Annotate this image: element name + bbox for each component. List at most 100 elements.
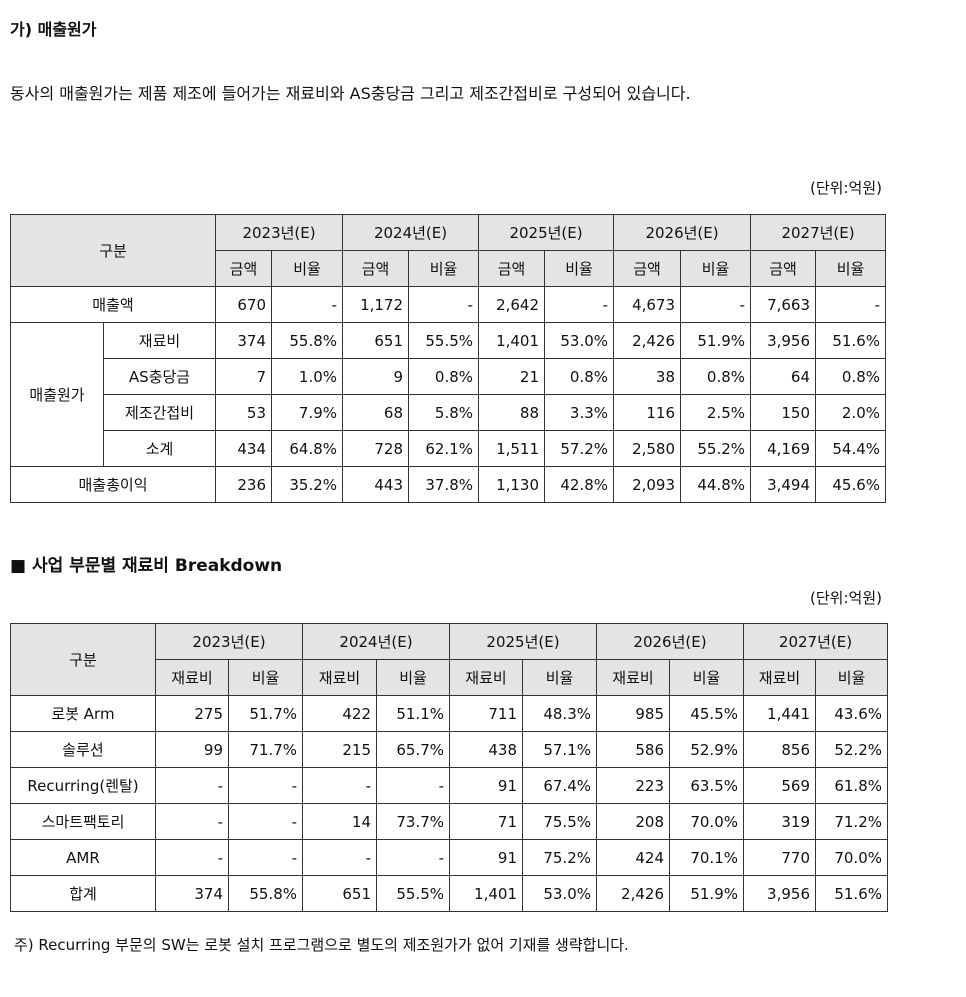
sub-header: 비율: [271, 250, 344, 287]
sub-header: 비율: [680, 250, 752, 287]
cell: -: [155, 767, 229, 804]
cell: 64: [750, 358, 817, 395]
cell: 1,401: [478, 322, 546, 359]
cell: 422: [302, 695, 377, 732]
unit-label: (단위:억원): [810, 589, 882, 607]
cell: 985: [596, 695, 670, 732]
year-header: 2023년(E): [215, 214, 344, 251]
sub-header: 금액: [215, 250, 273, 287]
cell: -: [408, 286, 480, 323]
sub-header: 비율: [669, 659, 744, 696]
row-label: 매출액: [9, 286, 217, 323]
cell: 2.5%: [680, 394, 752, 431]
cell: 0.8%: [408, 358, 480, 395]
row-label: AS충당금: [102, 358, 217, 395]
cell: 48.3%: [522, 695, 597, 732]
cell: 55.5%: [376, 875, 450, 912]
row-label: 제조간접비: [102, 394, 217, 431]
cell: 236: [215, 466, 273, 503]
cell: -: [544, 286, 615, 323]
cell: 150: [750, 394, 817, 431]
cell: 35.2%: [271, 466, 344, 503]
cell: -: [228, 767, 303, 804]
cell: 374: [215, 322, 273, 359]
cost-table: 구분 2023년(E) 2024년(E) 2025년(E) 2026년(E) 2027년(…: [9, 214, 887, 503]
row-label: 합계: [10, 875, 156, 912]
cell: 45.6%: [815, 466, 887, 503]
cell: 223: [596, 767, 670, 804]
cell: 4,673: [613, 286, 682, 323]
row: Recurring(렌탈) - - - -91 67.4% 223 63.5% 569 61.8%: [10, 767, 888, 804]
header-cell: 구분: [9, 214, 217, 287]
cell: 51.6%: [815, 875, 888, 912]
cell: 116: [613, 394, 682, 431]
cell: 88: [478, 394, 546, 431]
cell: 70.1%: [669, 839, 744, 876]
cell: 2,642: [478, 286, 546, 323]
cell: 711: [449, 695, 523, 732]
cell: 70.0%: [669, 803, 744, 840]
cell: 65.7%: [376, 731, 450, 768]
row-label: Recurring(렌탈): [10, 767, 156, 804]
year-header: 2027년(E): [743, 623, 888, 660]
year-header: 2023년(E): [155, 623, 303, 660]
cell: 67.4%: [522, 767, 597, 804]
cell: 51.1%: [376, 695, 450, 732]
sub-header: 비율: [544, 250, 615, 287]
cell: 53: [215, 394, 273, 431]
cell: 21: [478, 358, 546, 395]
cell: 2,426: [596, 875, 670, 912]
cell: 63.5%: [669, 767, 744, 804]
cell: 64.8%: [271, 430, 344, 467]
cell: 275: [155, 695, 229, 732]
cell: 91: [449, 839, 523, 876]
row: AMR - - - -91 75.2% 424 70.1% 770 70.0%: [10, 839, 888, 876]
row: AS충당금 7 1.0% 9 0.8% 21 0.8% 38 0.8% 64 0.8%: [11, 358, 887, 395]
year-header: 2024년(E): [342, 214, 480, 251]
paragraph: 동사의 매출원가는 제품 제조에 들어가는 재료비와 AS충당금 그리고 제조간…: [10, 84, 691, 103]
row: 로봇 Arm 275 51.7% 422 51.1% 711 48.3% 985 45.5% 1,…: [10, 695, 888, 732]
group-label: 매출원가: [10, 322, 104, 467]
sub-header: 비율: [522, 659, 597, 696]
row: 솔루션 99 71.7% 215 65.7% 438 57.1% 586 52.9% 856 52.…: [10, 731, 888, 768]
cell: 9: [342, 358, 410, 395]
cell: -: [155, 803, 229, 840]
cell: 1,511: [478, 430, 546, 467]
cell: -: [302, 839, 377, 876]
sub-header: 비율: [815, 659, 888, 696]
cell: 51.7%: [228, 695, 303, 732]
cell: 7: [215, 358, 273, 395]
row-label: 소계: [102, 430, 217, 467]
cell: 586: [596, 731, 670, 768]
row: 제조간접비 53 7.9% 68 5.8% 88 3.3% 116 2.5% 150 2.0%: [11, 394, 887, 431]
header-row: 재료비 비율 재료비 비율 재료비 비율 재료비 비율 재료비 비율: [11, 659, 888, 696]
sub-header: 재료비: [155, 659, 229, 696]
sub-header: 금액: [750, 250, 817, 287]
cell: 651: [342, 322, 410, 359]
sub-header: 재료비: [302, 659, 377, 696]
row-label: 스마트팩토리: [10, 803, 156, 840]
cell: 55.8%: [271, 322, 344, 359]
cell: 53.0%: [544, 322, 615, 359]
cell: 0.8%: [815, 358, 887, 395]
sub-header: 금액: [478, 250, 546, 287]
row: 스마트팩토리 - -14 73.7% 71 75.5% 208 70.0% 319 71.2%: [10, 803, 888, 840]
row: 매출총이익 236 35.2% 443 37.8% 1,130 42.8% 2,093 44.8…: [9, 466, 887, 503]
cell: -: [271, 286, 344, 323]
cell: 1,441: [743, 695, 816, 732]
header-row: 구분 2023년(E) 2024년(E) 2025년(E) 2026년(E) 2027년(…: [9, 214, 887, 287]
sub-header: 비율: [376, 659, 450, 696]
cell: 7,663: [750, 286, 817, 323]
cell: 57.1%: [522, 731, 597, 768]
year-header: 2024년(E): [302, 623, 450, 660]
cell: 7.9%: [271, 394, 344, 431]
cell: 75.5%: [522, 803, 597, 840]
cell: 55.2%: [680, 430, 752, 467]
row-label: 로봇 Arm: [10, 695, 156, 732]
material-table: 구분 2023년(E) 2024년(E) 2025년(E) 2026년(E) 2027년(…: [10, 623, 888, 912]
cell: 3,494: [750, 466, 817, 503]
sub-header: 비율: [228, 659, 303, 696]
cell: 424: [596, 839, 670, 876]
cell: 438: [449, 731, 523, 768]
